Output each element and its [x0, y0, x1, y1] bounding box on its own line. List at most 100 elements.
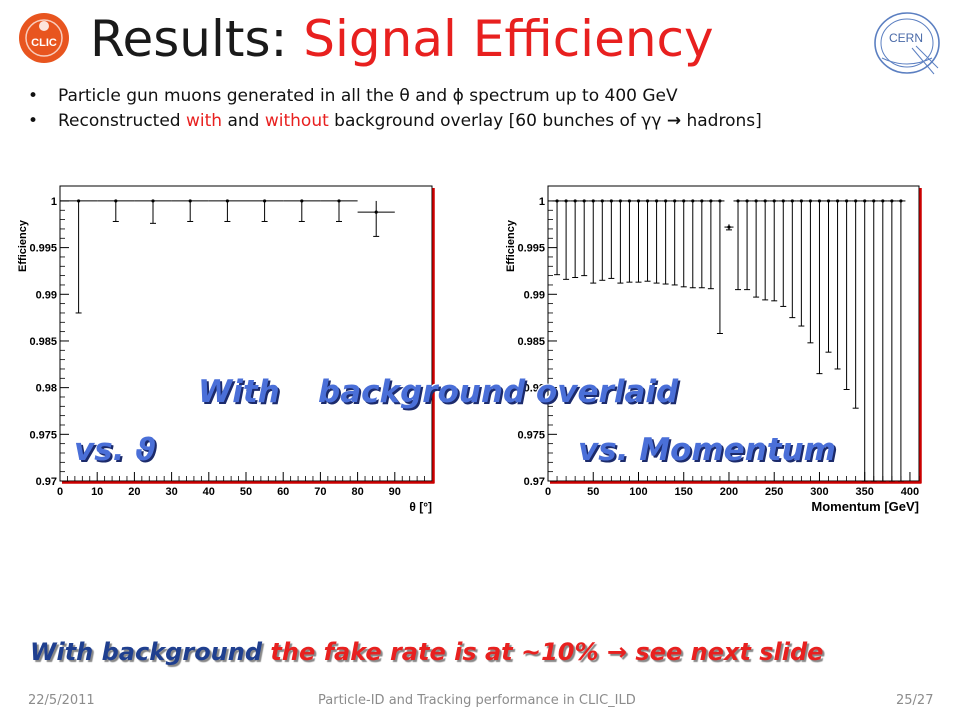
plot-frame — [59, 185, 433, 482]
marker — [645, 199, 650, 203]
overlay-with: With — [198, 374, 280, 410]
clic-logo: CLIC — [19, 13, 69, 63]
marker — [781, 199, 785, 203]
y-tick-label: 0.97 — [524, 476, 545, 488]
bullet-text: hadrons] — [681, 111, 762, 131]
data-point — [805, 199, 815, 344]
data-point — [606, 199, 616, 279]
y-axis-label: Efficiency — [505, 219, 517, 272]
x-tick-label: 300 — [810, 486, 828, 498]
data-point — [688, 199, 698, 289]
data-point — [697, 199, 707, 289]
x-tick-label: 50 — [587, 486, 599, 498]
marker — [337, 199, 341, 203]
marker — [763, 199, 767, 203]
data-point — [208, 199, 246, 222]
data-point — [552, 199, 562, 276]
data-point — [597, 199, 607, 281]
marker — [263, 199, 267, 203]
marker — [300, 199, 304, 203]
marker — [77, 199, 81, 203]
data-point — [814, 199, 824, 375]
marker — [682, 199, 686, 203]
bullet-item: Reconstructed with and without backgroun… — [28, 109, 762, 134]
without-highlight: without — [264, 111, 329, 131]
marker — [636, 199, 641, 203]
bullet-text: Particle gun muons generated in all the … — [58, 86, 678, 106]
data-point — [134, 199, 172, 224]
marker — [872, 199, 876, 203]
data-point — [869, 199, 879, 482]
marker — [700, 199, 704, 203]
data-point — [643, 199, 653, 282]
x-tick-label: 80 — [351, 486, 363, 498]
data-point — [860, 199, 870, 482]
x-tick-label: 10 — [91, 486, 103, 498]
bullet-list: Particle gun muons generated in all the … — [28, 84, 762, 134]
data-point — [283, 199, 321, 222]
y-tick-label: 0.99 — [36, 289, 57, 301]
marker — [799, 199, 803, 203]
data-point — [570, 199, 580, 278]
data-point — [624, 199, 634, 283]
marker — [114, 199, 118, 203]
y-tick-label: 0.98 — [36, 383, 57, 395]
data-point — [652, 199, 662, 284]
y-tick-label: 0.98 — [524, 383, 545, 395]
x-tick-label: 70 — [314, 486, 326, 498]
data-point — [579, 199, 589, 277]
marker — [826, 199, 831, 203]
y-tick-label: 1 — [51, 196, 57, 208]
data-point — [171, 199, 209, 222]
x-tick-label: 250 — [765, 486, 783, 498]
y-tick-label: 0.985 — [517, 336, 545, 348]
marker — [790, 199, 794, 203]
data-point — [60, 199, 98, 314]
marker — [582, 199, 586, 203]
clic-logo-text: CLIC — [31, 37, 57, 49]
data-point — [733, 199, 743, 291]
data-point — [878, 199, 888, 482]
data-point — [851, 199, 861, 409]
bottom-note-red: the fake rate is at ~10% — [270, 638, 599, 666]
x-tick-label: 350 — [856, 486, 874, 498]
bullet-text: background overlay [60 bunches of γγ — [328, 111, 667, 131]
marker — [627, 199, 632, 203]
marker — [609, 199, 613, 203]
x-tick-label: 0 — [57, 486, 63, 498]
page-title: Results: Signal Efficiency — [90, 6, 714, 72]
data-point — [896, 199, 906, 482]
data-point — [97, 199, 135, 222]
y-tick-label: 0.985 — [29, 336, 57, 348]
data-point — [787, 199, 797, 319]
with-highlight: with — [185, 111, 223, 131]
data-point — [778, 199, 788, 307]
efficiency-vs-momentum-plot: 0.97 0.975 0.98 0.985 0.99 0.995 1 0 50 100 150 200… — [505, 185, 922, 514]
marker — [718, 199, 722, 203]
arrow-icon: → — [666, 111, 682, 131]
data-point — [615, 199, 625, 284]
data-point — [588, 199, 598, 284]
marker — [736, 199, 740, 203]
x-tick-label: 40 — [203, 486, 215, 498]
footer-title: Particle-ID and Tracking performance in … — [318, 693, 636, 708]
data-point — [670, 199, 680, 286]
marker — [225, 199, 229, 203]
data-point — [796, 199, 806, 327]
plot-frame — [547, 185, 920, 482]
data-point — [561, 199, 571, 280]
marker — [573, 199, 577, 203]
marker — [754, 199, 758, 203]
x-tick-label: 30 — [165, 486, 177, 498]
x-tick-label: 60 — [277, 486, 289, 498]
bottom-note: With background the fake rate is at ~10%… — [30, 638, 823, 666]
y-tick-label: 0.975 — [29, 429, 57, 441]
marker — [673, 199, 677, 203]
x-tick-label: 200 — [720, 486, 738, 498]
y-tick-label: 0.99 — [524, 289, 545, 301]
marker — [618, 199, 622, 203]
x-axis-label: Momentum [GeV] — [811, 499, 919, 514]
marker — [899, 199, 903, 203]
marker — [691, 199, 695, 203]
marker — [600, 199, 604, 203]
